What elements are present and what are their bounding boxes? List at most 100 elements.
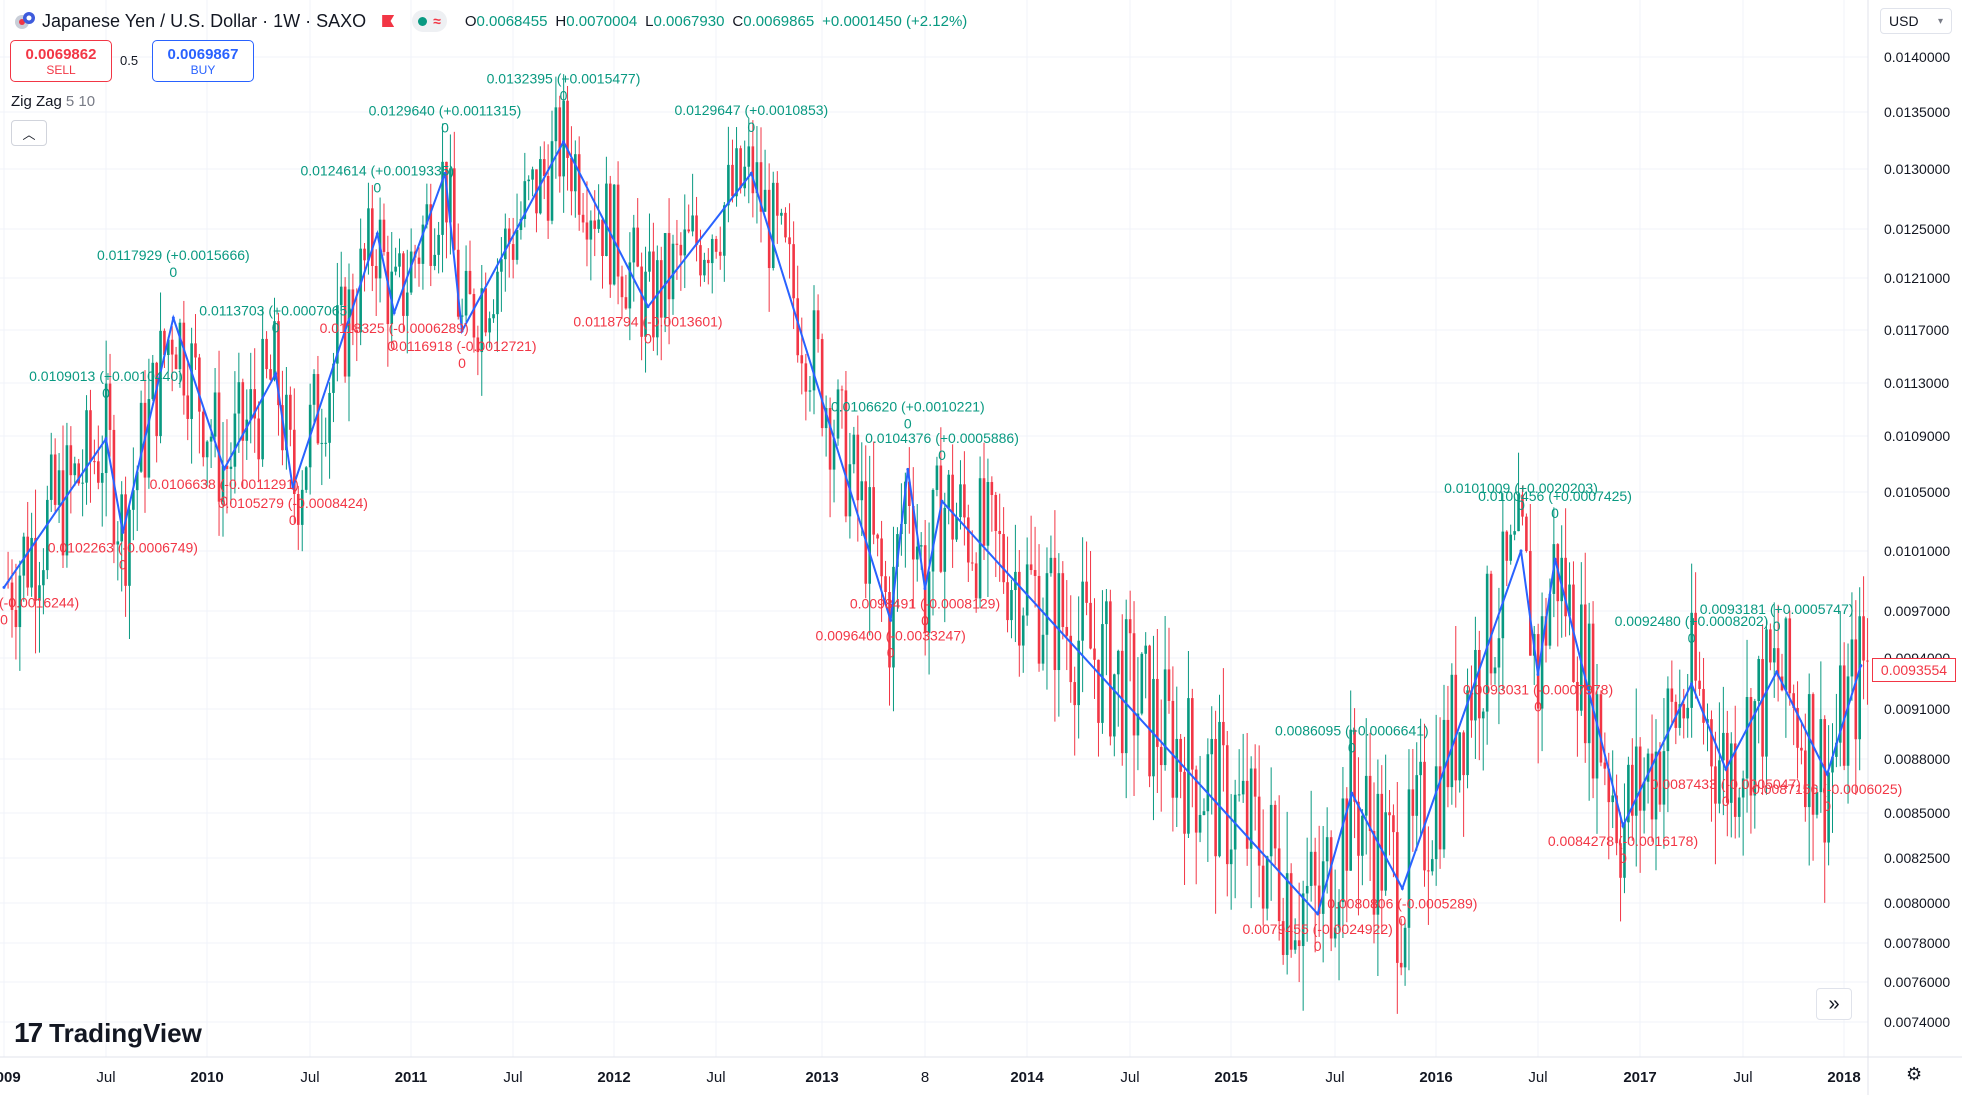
candle-body xyxy=(955,517,958,540)
candle-body xyxy=(784,212,787,238)
candle-body xyxy=(780,212,783,216)
pivot-label: 0.0132395 (+0.0015477) xyxy=(487,71,641,87)
candle-body xyxy=(1650,753,1654,820)
scroll-to-realtime-button[interactable]: » xyxy=(1816,988,1852,1020)
zigzag-pivot xyxy=(1825,772,1829,776)
candle-body xyxy=(1603,762,1607,769)
candle-body xyxy=(1710,719,1713,767)
candle-body xyxy=(691,215,694,232)
candle-body xyxy=(1761,659,1764,757)
sell-label: SELL xyxy=(46,62,76,77)
candle-body xyxy=(1136,713,1140,736)
candle-body xyxy=(155,362,158,437)
pivot-label: 0.0124614 (+0.0019335) xyxy=(300,163,454,179)
collapse-legend-button[interactable]: ︿ xyxy=(11,120,47,146)
candle-body xyxy=(731,164,734,197)
candle-body xyxy=(1607,768,1611,803)
pivot-count: 0 xyxy=(560,88,568,104)
indicator-legend[interactable]: Zig Zag 5 10 xyxy=(11,93,95,110)
pivot-count: 0 xyxy=(289,512,297,528)
pivot-label: 0.0079455 (-0.0024922) xyxy=(1243,921,1393,937)
candle-body xyxy=(1407,789,1411,928)
candle-body xyxy=(982,478,986,546)
candle-body xyxy=(1481,711,1485,719)
zigzag-pivot xyxy=(940,499,944,503)
price-axis: 0.0140000 0.0135000 0.0130000 0.0125000 0.01… xyxy=(1884,49,1950,1030)
pivot-count: 0 xyxy=(938,447,946,463)
pivot-label: 0.0109013 (+0.0010440) xyxy=(29,368,183,384)
candle-body xyxy=(978,478,982,599)
candle-body xyxy=(46,499,49,571)
candle-body xyxy=(1081,581,1084,641)
buy-button[interactable]: 0.0069867 BUY xyxy=(152,40,254,82)
candle-body xyxy=(265,338,268,370)
candle-body xyxy=(1045,573,1049,635)
pivot-label: 0.0117929 (+0.0015666) xyxy=(97,247,250,263)
candle-body xyxy=(1690,612,1693,708)
candle-body xyxy=(601,219,604,256)
candle-body xyxy=(233,413,237,467)
candle-body xyxy=(1505,531,1509,561)
last-price-label: 0.0093554 xyxy=(1872,658,1956,682)
flag-icon[interactable] xyxy=(382,15,395,27)
pivot-count: 0 xyxy=(1314,938,1322,954)
pivot-label: 0.0129640 (+0.0011315) xyxy=(369,102,522,118)
pivot-label: 0.0101009 (+0.0020203) xyxy=(1444,480,1598,496)
candle-body xyxy=(1627,764,1630,823)
candle-body xyxy=(1277,848,1281,922)
pivot-label: 0.0084278 (-0.0016178) xyxy=(1548,833,1698,849)
double-chevron-right-icon: » xyxy=(1828,992,1840,1015)
candle-body xyxy=(460,315,464,317)
candle-body xyxy=(1116,650,1120,675)
pivot-count: 0 xyxy=(441,119,449,135)
candle-body xyxy=(1380,793,1384,891)
candle-body xyxy=(1218,721,1221,857)
candle-body xyxy=(316,374,320,444)
price-tick-label: 0.0117000 xyxy=(1884,322,1949,338)
candle-body xyxy=(496,271,499,315)
candle-body xyxy=(1025,564,1029,616)
open-key: O xyxy=(464,12,477,30)
candle-body xyxy=(820,339,824,429)
candle-body xyxy=(771,182,775,269)
candle-body xyxy=(788,237,791,245)
sell-button[interactable]: 0.0069862 SELL xyxy=(10,40,112,82)
candle-body xyxy=(1776,648,1780,677)
candle-body xyxy=(1678,704,1682,728)
pivot-count: 0 xyxy=(272,320,280,336)
candle-body xyxy=(81,482,84,484)
candle-body xyxy=(104,383,108,474)
zigzag-pivot xyxy=(1690,682,1693,686)
zigzag-pivot xyxy=(889,618,893,622)
candle-body xyxy=(1714,766,1717,804)
price-tick-label: 0.0091000 xyxy=(1884,701,1950,717)
candle-body xyxy=(959,484,962,518)
candle-body xyxy=(1682,704,1686,719)
candle-body xyxy=(42,570,45,586)
market-status-pill[interactable]: ≈ xyxy=(412,10,447,32)
candle-body xyxy=(998,530,1001,535)
currency-selector[interactable]: USD ▾ xyxy=(1880,8,1952,34)
settings-gear-icon[interactable]: ⚙ xyxy=(1906,1064,1923,1084)
candle-body xyxy=(1229,849,1233,865)
candle-body xyxy=(1489,573,1493,674)
candle-body xyxy=(743,166,747,189)
pivot-label: 0.0092480 (+0.0008202) xyxy=(1615,613,1769,629)
zigzag-pivot xyxy=(1350,791,1354,795)
candle-body xyxy=(1493,667,1497,674)
candle-body xyxy=(128,509,131,586)
symbol-title[interactable]: Japanese Yen / U.S. Dollar · 1W · SAXO xyxy=(42,10,367,31)
candle-body xyxy=(1002,534,1005,583)
time-tick-label: Jul xyxy=(1733,1069,1752,1086)
candle-body xyxy=(1576,681,1579,711)
tradingview-logo[interactable]: 17 TradingView xyxy=(14,1017,202,1049)
candle-body xyxy=(371,208,374,266)
candle-body xyxy=(398,253,401,267)
candle-body xyxy=(632,227,636,263)
candle-body xyxy=(943,507,947,572)
candle-body xyxy=(281,405,284,451)
candle-body xyxy=(597,219,600,229)
candle-body xyxy=(93,461,96,463)
candle-body xyxy=(1858,616,1861,740)
